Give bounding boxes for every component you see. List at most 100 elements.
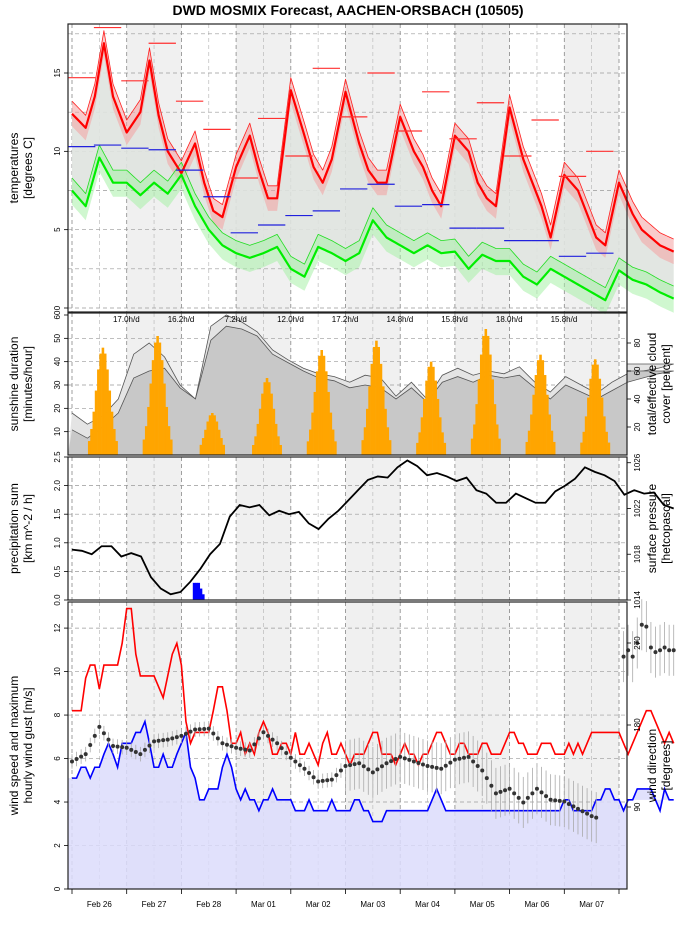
wind-direction-point xyxy=(224,742,229,747)
sunshine-bar xyxy=(607,442,611,455)
sunshine-bar xyxy=(277,436,280,455)
wind-speed-axis-label: wind speed and maximum xyxy=(7,676,21,816)
wind-direction-point xyxy=(311,775,316,780)
dewpoint-line xyxy=(71,156,675,302)
direction-tick-label: 90 xyxy=(633,802,642,811)
sunshine-bar xyxy=(363,427,367,455)
wind-direction-point xyxy=(206,726,211,731)
wind-direction-point xyxy=(229,744,234,749)
wind-direction-point xyxy=(644,624,649,629)
temp-tick-label: 5 xyxy=(53,227,62,232)
sunshine-tick-label: 10 xyxy=(53,427,62,436)
sunshine-bar xyxy=(268,382,271,455)
wind-direction-point xyxy=(165,737,170,742)
wind-direction-point xyxy=(589,814,594,819)
wind-direction-point xyxy=(361,764,366,769)
sunshine-bar xyxy=(272,408,276,455)
sunshine-bar xyxy=(201,438,205,455)
cloud-tick-label: 80 xyxy=(633,338,642,347)
sunshine-bar xyxy=(327,391,330,455)
sunshine-bar xyxy=(582,431,586,455)
temp-uncertainty-band xyxy=(72,30,674,265)
sunshine-bar xyxy=(163,383,166,455)
sunshine-bar xyxy=(584,416,588,455)
sunshine-bar xyxy=(103,353,107,455)
temperature-line xyxy=(71,42,675,253)
sunshine-bar xyxy=(144,426,148,455)
daily-sunshine-label: 17.0h/d xyxy=(113,315,140,324)
sunshine-bar xyxy=(217,429,221,455)
wind-direction-point xyxy=(220,741,225,746)
sunshine-bar xyxy=(600,397,604,455)
sunshine-bar xyxy=(489,354,492,455)
sunshine-bar xyxy=(366,408,369,455)
sunshine-bar xyxy=(315,371,319,455)
wind-direction-point xyxy=(498,789,503,794)
sunshine-bar xyxy=(425,380,428,455)
wind-direction-point xyxy=(548,797,553,802)
wind-tick-label: 12 xyxy=(53,623,62,632)
sunshine-bar xyxy=(527,430,531,455)
wind-direction-point xyxy=(580,809,585,814)
dewpoint-upper-line xyxy=(71,144,674,289)
daily-sunshine-label: 16.2h/d xyxy=(168,315,195,324)
sunshine-bar xyxy=(593,359,597,455)
sunshine-bar xyxy=(94,390,98,455)
sunshine-bar xyxy=(605,431,608,455)
cloud-axis-label: cover [percent] xyxy=(659,344,673,423)
wind-direction-point xyxy=(489,783,494,788)
sunshine-bar xyxy=(334,441,337,455)
sunshine-bar xyxy=(550,430,554,455)
sunshine-bar xyxy=(318,355,321,455)
sunshine-bar xyxy=(213,415,216,455)
sunshine-bar xyxy=(589,378,592,455)
precipitation-axis-label: [km m^-2 / h] xyxy=(21,494,35,563)
cloud-tick-label: 20 xyxy=(633,422,642,431)
wind-direction-point xyxy=(416,760,421,765)
wind-direction-point xyxy=(266,733,271,738)
wind-direction-point xyxy=(443,763,448,768)
sunshine-bar xyxy=(475,404,478,455)
x-tick-label: Mar 02 xyxy=(306,900,331,909)
wind-direction-point xyxy=(297,763,302,768)
wind-direction-point xyxy=(398,754,403,759)
sunshine-bar xyxy=(258,408,262,455)
pressure-tick-label: 1014 xyxy=(633,591,642,609)
wind-direction-point xyxy=(124,745,129,750)
sunshine-bar xyxy=(539,354,542,455)
wind-direction-point xyxy=(503,788,508,793)
wind-direction-point xyxy=(302,766,307,771)
wind-direction-point xyxy=(97,724,102,729)
wind-direction-point xyxy=(420,762,425,767)
temperature-axis-label: [degrees C] xyxy=(21,137,35,199)
sunshine-bar xyxy=(441,432,444,455)
sunshine-bar xyxy=(587,397,590,455)
sunshine-bar xyxy=(222,444,226,455)
sunshine-bar xyxy=(432,366,435,455)
wind-direction-point xyxy=(635,641,640,645)
wind-direction-point xyxy=(88,743,93,748)
sunshine-bar xyxy=(90,428,93,455)
wind-direction-point xyxy=(384,761,389,766)
panel-frame xyxy=(67,23,628,313)
wind-direction-point xyxy=(562,799,567,804)
sunshine-bar xyxy=(491,379,494,455)
precip-tick-label: 0.0 xyxy=(53,594,62,606)
sunshine-bar xyxy=(498,438,501,455)
sunshine-bar xyxy=(495,424,499,455)
sunshine-bar xyxy=(379,363,383,455)
wind-direction-point xyxy=(174,735,179,740)
wind-direction-point xyxy=(120,745,125,750)
wind-direction-point xyxy=(183,731,188,736)
sunshine-bar xyxy=(252,444,255,455)
sunshine-bar xyxy=(215,421,219,455)
sunshine-bar xyxy=(110,411,114,455)
x-tick-label: Mar 04 xyxy=(415,900,440,909)
sunshine-bar xyxy=(108,390,112,455)
sunshine-tick-label: 30 xyxy=(53,380,62,389)
wind-direction-point xyxy=(566,801,571,806)
wind-direction-point xyxy=(534,786,539,791)
sunshine-bar xyxy=(167,426,171,455)
sunshine-bar xyxy=(329,412,333,455)
